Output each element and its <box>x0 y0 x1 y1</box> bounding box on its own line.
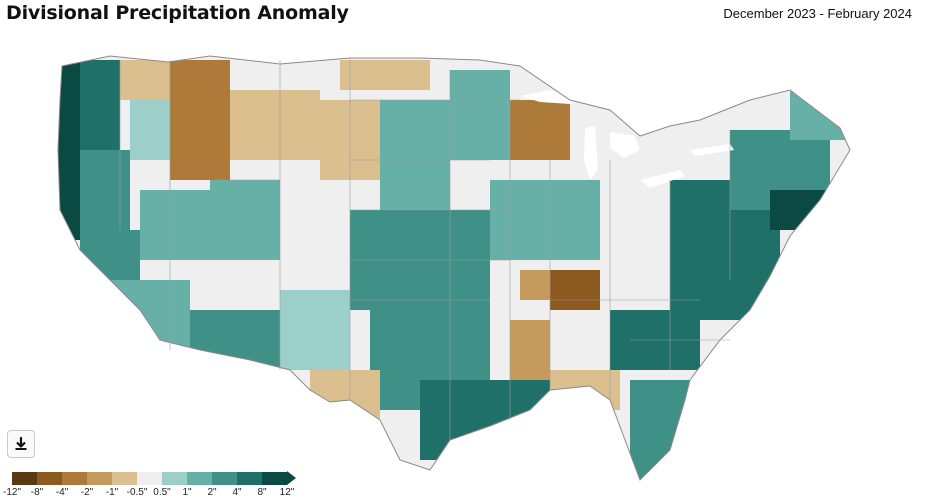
division-mt-east <box>230 90 320 160</box>
climate-divisions <box>58 56 850 480</box>
legend-swatch <box>237 471 262 485</box>
division-fl <box>630 380 690 480</box>
lake-huron <box>610 132 640 158</box>
legend-label: -2" <box>80 487 94 498</box>
legend-swatch <box>87 471 112 485</box>
legend-label: 2" <box>207 487 217 498</box>
division-al-south <box>550 370 620 410</box>
lake-ontario <box>690 144 734 156</box>
legend-swatch <box>187 471 212 485</box>
download-icon <box>15 437 27 450</box>
division-coastal-nw <box>58 60 80 240</box>
division-maine <box>790 90 850 140</box>
division-mn <box>450 70 510 160</box>
date-range: December 2023 - February 2024 <box>723 6 912 21</box>
division-az <box>190 310 280 370</box>
division-id-north <box>130 100 170 160</box>
legend-label: -8" <box>30 487 44 498</box>
legend-label: -4" <box>55 487 69 498</box>
legend-swatch <box>112 471 137 485</box>
legend: -12" -8" -4" -2" -1" -0.5" 0.5" 1" 2" 4" 8" 12" <box>3 471 312 501</box>
legend-swatch <box>262 471 287 485</box>
division-ky-tn <box>550 270 600 310</box>
legend-arrow <box>287 471 296 485</box>
division-mt-west <box>170 60 230 180</box>
download-button[interactable] <box>7 430 35 458</box>
legend-labels: -12" -8" -4" -2" -1" -0.5" 0.5" 1" 2" 4" 8" 12" <box>3 487 312 501</box>
division-nd <box>340 60 430 90</box>
division-nv <box>140 190 210 260</box>
legend-label: 12" <box>279 487 295 498</box>
lake-michigan <box>584 126 598 180</box>
state-borders <box>119 58 731 440</box>
division-ne-sd-east <box>380 100 450 210</box>
legend-label: 4" <box>232 487 242 498</box>
us-map-svg <box>57 55 851 481</box>
legend-swatch <box>37 471 62 485</box>
lake-superior <box>520 90 580 104</box>
division-il-in <box>490 180 600 260</box>
legend-swatch <box>137 471 162 485</box>
division-wa-west <box>80 60 120 150</box>
us-outline <box>57 55 851 481</box>
legend-label: -0.5" <box>126 487 148 498</box>
legend-label: 0.5" <box>153 487 171 498</box>
legend-label: -1" <box>105 487 119 498</box>
precipitation-map <box>50 40 870 500</box>
division-ms-north <box>510 320 550 380</box>
division-gulf-coast <box>420 380 550 460</box>
division-or-central <box>80 150 130 230</box>
legend-label: 1" <box>182 487 192 498</box>
legend-color-bar <box>12 471 312 485</box>
division-nm <box>280 290 350 370</box>
great-lakes <box>520 90 734 188</box>
legend-swatch <box>62 471 87 485</box>
page-title: Divisional Precipitation Anomaly <box>6 2 349 24</box>
division-wa-east <box>120 60 170 100</box>
lake-erie <box>640 170 685 188</box>
legend-swatch <box>212 471 237 485</box>
legend-label: 8" <box>257 487 267 498</box>
legend-swatch <box>162 471 187 485</box>
legend-swatch <box>12 471 37 485</box>
legend-label: -12" <box>2 487 22 498</box>
division-wi-mi <box>510 100 570 160</box>
division-ut-co <box>210 180 280 260</box>
